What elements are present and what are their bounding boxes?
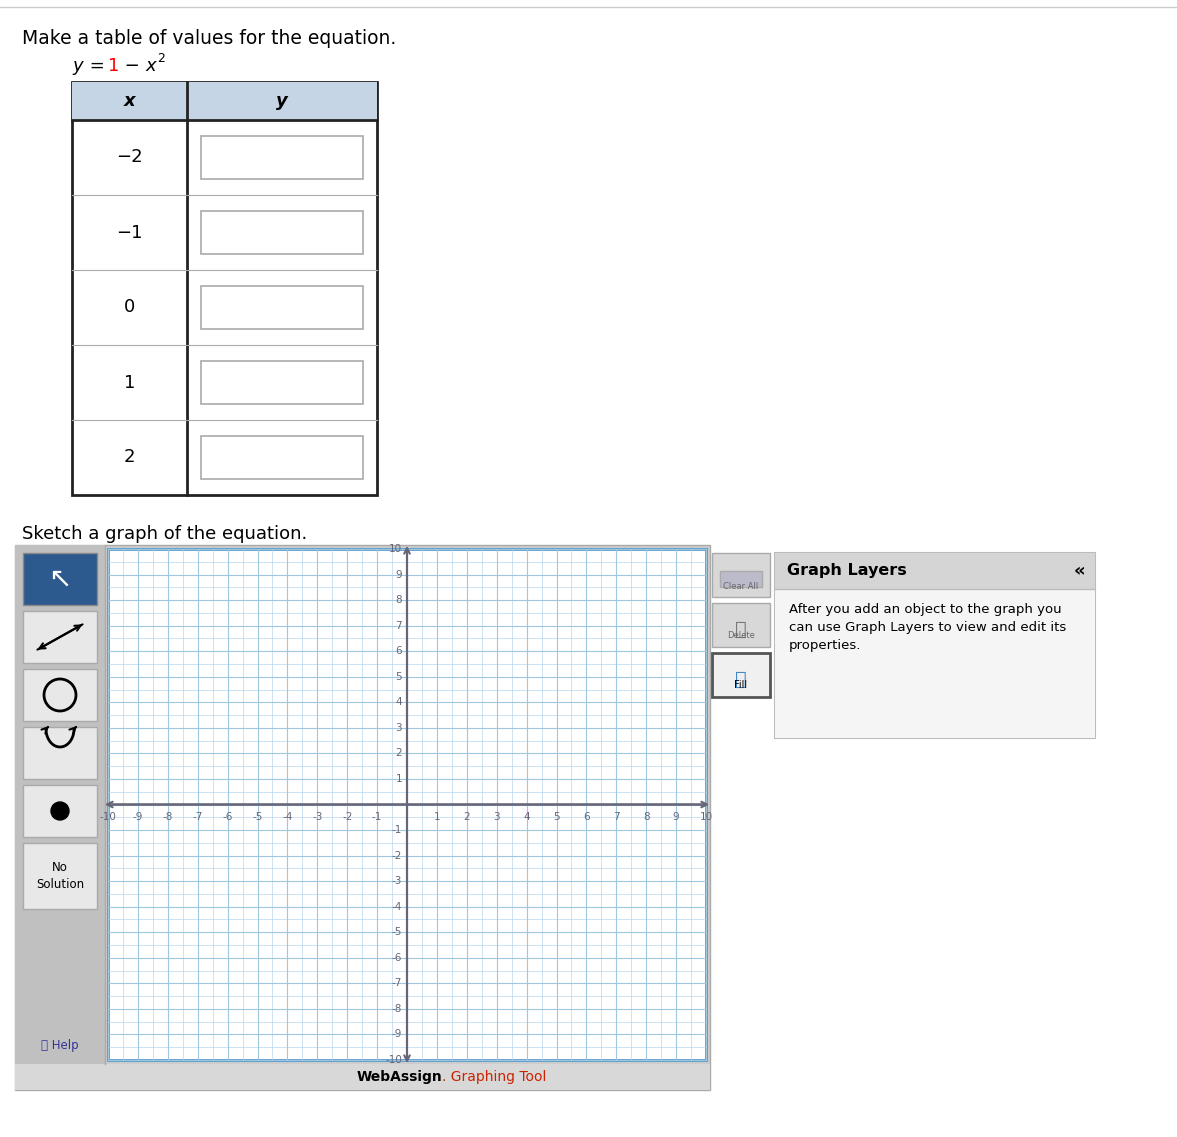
Text: 2: 2 bbox=[464, 813, 470, 822]
Text: 9: 9 bbox=[673, 813, 679, 822]
Bar bbox=[201, 362, 363, 404]
Text: 8: 8 bbox=[395, 595, 403, 605]
Text: 5: 5 bbox=[395, 672, 403, 682]
Text: -1: -1 bbox=[372, 813, 383, 822]
Text: After you add an object to the graph you: After you add an object to the graph you bbox=[789, 603, 1062, 616]
Text: ⓘ Help: ⓘ Help bbox=[41, 1039, 79, 1053]
Bar bbox=[15, 545, 710, 1090]
Text: 🗑: 🗑 bbox=[736, 620, 747, 639]
Text: -8: -8 bbox=[162, 813, 173, 822]
Bar bbox=[201, 287, 363, 329]
Text: 6: 6 bbox=[395, 646, 403, 656]
Text: x: x bbox=[124, 92, 135, 110]
Text: -5: -5 bbox=[252, 813, 262, 822]
Text: -7: -7 bbox=[392, 978, 403, 988]
Text: 7: 7 bbox=[613, 813, 619, 822]
Text: 1: 1 bbox=[108, 57, 119, 75]
Bar bbox=[24, 553, 97, 605]
Bar bbox=[201, 435, 363, 479]
Text: Graph Layers: Graph Layers bbox=[787, 564, 906, 579]
Text: Make a table of values for the equation.: Make a table of values for the equation. bbox=[22, 30, 397, 48]
Bar bbox=[712, 603, 770, 647]
Text: 8: 8 bbox=[643, 813, 650, 822]
Text: -9: -9 bbox=[392, 1029, 403, 1039]
Text: 2: 2 bbox=[395, 748, 403, 758]
Text: -6: -6 bbox=[392, 953, 403, 963]
Bar bbox=[201, 211, 363, 254]
Text: 4: 4 bbox=[524, 813, 530, 822]
Text: −2: −2 bbox=[117, 149, 142, 166]
Text: -10: -10 bbox=[385, 1055, 403, 1065]
Text: can use Graph Layers to view and edit its: can use Graph Layers to view and edit it… bbox=[789, 621, 1066, 634]
Text: Sketch a graph of the equation.: Sketch a graph of the equation. bbox=[22, 525, 307, 543]
Text: «: « bbox=[1073, 562, 1085, 580]
Text: 1: 1 bbox=[433, 813, 440, 822]
Text: -8: -8 bbox=[392, 1004, 403, 1014]
Text: 10: 10 bbox=[699, 813, 712, 822]
Bar bbox=[24, 669, 97, 721]
Text: -4: -4 bbox=[282, 813, 293, 822]
Text: 3: 3 bbox=[493, 813, 500, 822]
Bar bbox=[774, 553, 1095, 589]
Text: y: y bbox=[277, 92, 288, 110]
Text: 2: 2 bbox=[157, 52, 165, 65]
Text: WebAssign: WebAssign bbox=[357, 1070, 443, 1084]
Bar bbox=[24, 843, 97, 908]
Bar bbox=[774, 553, 1095, 738]
Bar bbox=[15, 545, 105, 1064]
Text: 6: 6 bbox=[583, 813, 590, 822]
Bar bbox=[24, 611, 97, 663]
Text: y: y bbox=[72, 57, 82, 75]
Text: properties.: properties. bbox=[789, 639, 862, 652]
Text: 4: 4 bbox=[395, 697, 403, 707]
Text: 1: 1 bbox=[124, 373, 135, 391]
Text: −: − bbox=[119, 57, 146, 75]
Bar bbox=[108, 549, 706, 1060]
Bar bbox=[15, 1064, 710, 1090]
Bar bbox=[774, 589, 1095, 738]
Text: 5: 5 bbox=[553, 813, 560, 822]
Text: Fill: Fill bbox=[734, 680, 747, 690]
Bar bbox=[201, 136, 363, 179]
Text: 10: 10 bbox=[388, 543, 403, 554]
Text: 1: 1 bbox=[395, 774, 403, 783]
Text: −1: −1 bbox=[117, 224, 142, 241]
Bar bbox=[72, 82, 377, 121]
Bar bbox=[720, 571, 762, 587]
Circle shape bbox=[51, 802, 69, 820]
Text: 2: 2 bbox=[124, 448, 135, 466]
Text: No
Solution: No Solution bbox=[36, 861, 84, 891]
Bar bbox=[72, 82, 377, 495]
Text: ↖: ↖ bbox=[48, 565, 72, 594]
Bar bbox=[712, 553, 770, 597]
Text: 0: 0 bbox=[124, 299, 135, 316]
Text: -1: -1 bbox=[392, 825, 403, 835]
Text: . Graphing Tool: . Graphing Tool bbox=[443, 1070, 547, 1084]
Text: -9: -9 bbox=[133, 813, 144, 822]
Text: -10: -10 bbox=[100, 813, 117, 822]
Text: Clear All: Clear All bbox=[724, 582, 759, 591]
Text: -2: -2 bbox=[343, 813, 352, 822]
Text: x: x bbox=[145, 57, 155, 75]
Text: 💧: 💧 bbox=[736, 670, 747, 689]
Text: -6: -6 bbox=[222, 813, 233, 822]
Text: 7: 7 bbox=[395, 621, 403, 631]
Text: -3: -3 bbox=[392, 877, 403, 886]
Text: -7: -7 bbox=[193, 813, 202, 822]
Bar bbox=[24, 785, 97, 837]
Text: 9: 9 bbox=[395, 570, 403, 580]
Text: =: = bbox=[84, 57, 111, 75]
Text: -5: -5 bbox=[392, 928, 403, 937]
Text: Delete: Delete bbox=[727, 631, 754, 640]
Text: 3: 3 bbox=[395, 723, 403, 733]
Bar bbox=[712, 653, 770, 697]
Text: -2: -2 bbox=[392, 850, 403, 861]
Bar bbox=[24, 727, 97, 779]
Text: -3: -3 bbox=[312, 813, 322, 822]
Text: -4: -4 bbox=[392, 902, 403, 912]
